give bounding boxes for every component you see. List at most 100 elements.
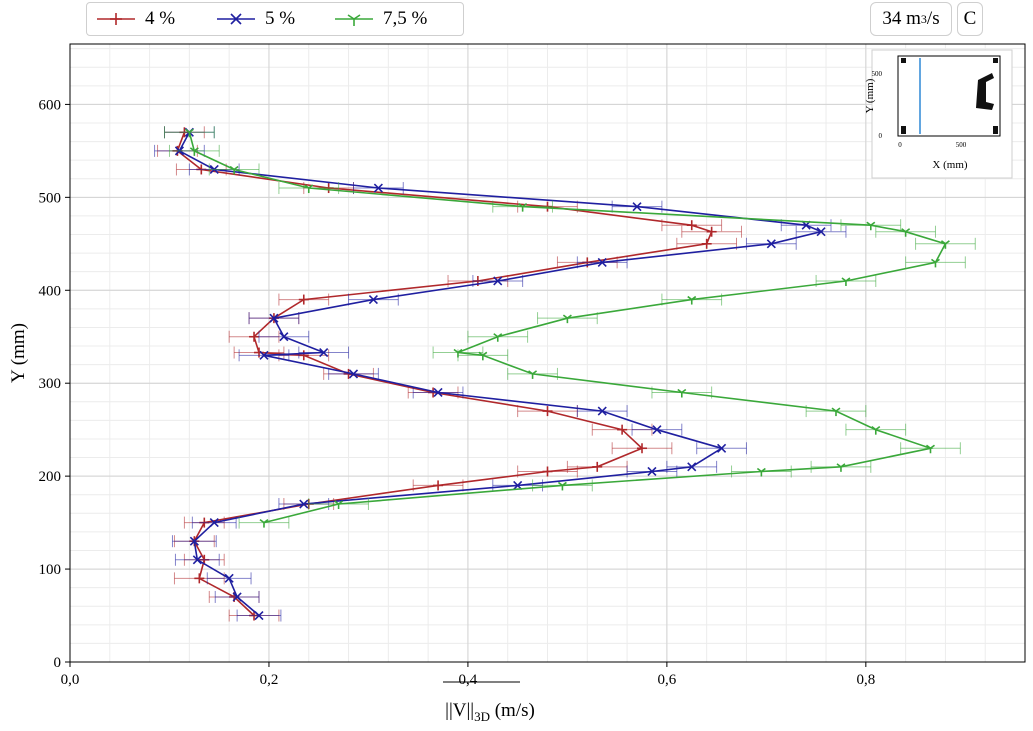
point-marker <box>304 184 310 189</box>
x-tick-label: 0,2 <box>260 672 279 688</box>
point-marker <box>254 610 264 621</box>
point-marker <box>566 314 572 319</box>
point-marker <box>597 257 607 267</box>
point-marker <box>433 387 443 398</box>
point-marker <box>184 128 190 133</box>
flow-rate-exp: 3 <box>920 11 927 26</box>
point-marker <box>934 258 940 264</box>
point-marker <box>229 165 235 171</box>
x-tick-label: 0,0 <box>61 672 80 688</box>
point-marker <box>940 240 946 245</box>
point-marker <box>334 500 340 505</box>
series-layer <box>154 126 976 622</box>
point-marker <box>831 407 837 412</box>
point-marker <box>901 228 907 233</box>
point-marker <box>562 314 568 319</box>
point-marker <box>192 555 202 565</box>
point-marker <box>209 518 219 528</box>
point-marker <box>760 467 766 473</box>
point-marker <box>845 277 851 282</box>
point-marker <box>944 240 950 245</box>
point-marker <box>279 332 289 342</box>
point-marker <box>259 350 269 360</box>
point-marker <box>522 202 528 208</box>
x-tick-label: 0,6 <box>658 672 677 688</box>
series-1 <box>154 126 847 622</box>
point-marker <box>835 407 841 412</box>
flow-rate-badge: 34 m 3/s <box>870 2 952 36</box>
plot-frame <box>69 43 1026 663</box>
point-marker <box>691 295 697 301</box>
point-marker <box>905 228 911 233</box>
point-marker <box>189 147 195 152</box>
point-marker <box>597 406 607 416</box>
point-marker <box>836 463 842 468</box>
point-marker <box>647 466 657 477</box>
point-marker <box>348 369 359 379</box>
y-tick-label: 100 <box>39 562 62 578</box>
legend-item-5: 5 % <box>215 3 295 35</box>
point-marker <box>518 202 524 208</box>
y-tick-label: 0 <box>54 655 62 671</box>
x-axis-label-sub: 3D <box>474 709 490 724</box>
point-marker <box>687 295 693 301</box>
section-letter: C <box>963 8 977 29</box>
x-tick-label: 0,4 <box>459 672 478 688</box>
point-marker <box>263 518 269 524</box>
y-tick-label: 600 <box>39 97 62 113</box>
point-marker <box>457 348 463 354</box>
point-marker <box>528 370 534 375</box>
inset-xtick-0: 0 <box>898 141 902 149</box>
point-marker <box>232 592 242 602</box>
point-marker <box>840 463 846 468</box>
point-marker <box>338 500 344 505</box>
point-marker <box>453 348 459 354</box>
y-tick-label: 500 <box>39 190 62 206</box>
point-marker <box>870 221 876 226</box>
inset-x-label: X (mm) <box>932 159 967 171</box>
legend: 4 % 5 % 7,5 % <box>86 2 464 36</box>
inset-ytick-0: 0 <box>879 132 883 140</box>
series-line <box>176 132 713 617</box>
legend-swatch-5 <box>217 13 255 25</box>
point-marker <box>308 184 314 189</box>
point-marker <box>368 294 378 305</box>
point-marker <box>224 573 234 583</box>
x-axis-label-main: ||V|| <box>445 700 474 721</box>
inset-corner-br <box>993 126 998 134</box>
point-marker <box>259 518 265 524</box>
legend-item-75: 7,5 % <box>333 3 427 35</box>
legend-label-5: 5 % <box>265 8 296 29</box>
y-axis-label: Y (mm) <box>8 323 29 383</box>
y-tick-label: 300 <box>39 376 62 392</box>
section-badge: C <box>957 2 983 36</box>
point-marker <box>532 370 538 375</box>
point-marker <box>493 276 503 286</box>
legend-label-75: 7,5 % <box>383 8 428 29</box>
y-tick-label: 400 <box>39 283 62 299</box>
axes: 0,0 0,2 0,4 0,6 0,8 0 100 200 300 400 500 600 <box>39 97 876 688</box>
point-marker <box>930 258 936 264</box>
point-marker <box>493 333 499 338</box>
legend-item-4: 4 % <box>95 3 175 35</box>
point-marker <box>373 183 383 193</box>
point-marker <box>717 443 727 453</box>
point-marker <box>866 221 872 226</box>
x-axis-label: ||V||3D (m/s) <box>445 700 535 724</box>
point-marker <box>756 467 762 473</box>
point-marker <box>189 536 199 546</box>
point-marker <box>681 388 687 394</box>
inset-obstacle <box>976 73 994 110</box>
point-marker <box>766 239 776 249</box>
point-marker <box>687 462 697 472</box>
point-marker <box>319 347 329 358</box>
inset-y-label: Y (mm) <box>864 78 876 113</box>
point-marker <box>557 481 563 487</box>
inset-corner-tl <box>901 58 906 63</box>
inset-map: 500 0 0 500 X (mm) Y (mm) <box>864 49 1013 179</box>
point-marker <box>299 499 309 509</box>
inset-xtick-500: 500 <box>956 141 967 149</box>
inset-ytick-500: 500 <box>872 70 883 78</box>
point-marker <box>632 202 642 212</box>
